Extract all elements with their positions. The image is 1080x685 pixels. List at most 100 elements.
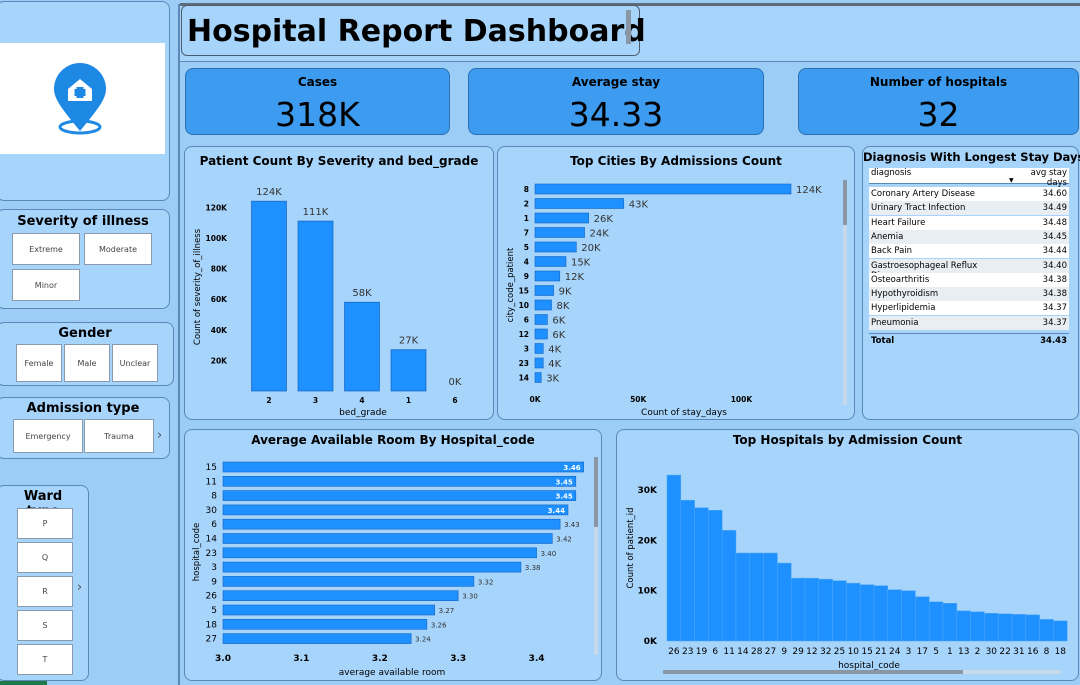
y-tick-label: 100K	[206, 234, 229, 243]
x-tick-label: 26	[668, 647, 680, 657]
x-tick-label: 14	[737, 647, 749, 657]
x-tick-label: 28	[751, 647, 763, 657]
y-tick-label: 5	[524, 243, 529, 252]
bar	[297, 220, 334, 392]
table-cell-diagnosis: Urinary Tract Infection	[871, 203, 966, 214]
x-tick-label: 1	[947, 647, 953, 657]
x-tick-label: 10	[848, 647, 860, 657]
y-tick-label: 12	[519, 330, 529, 339]
y-tick-label: 9	[524, 272, 529, 281]
table-row: Gastroesophageal Reflux Disease 34.40	[869, 258, 1069, 281]
x-tick-label: 23	[682, 647, 693, 657]
table-header-avg[interactable]: avg stay days	[1030, 168, 1067, 188]
table-cell-avg: 34.45	[1042, 231, 1067, 242]
cities-scrollbar-thumb[interactable]	[843, 180, 847, 225]
ward-option-p[interactable]: P	[17, 508, 73, 539]
x-tick-label: 29	[792, 647, 804, 657]
data-label: 9K	[559, 287, 572, 298]
cities-chart-panel: Top Cities By Admissions Count 8 124K 2 43K…	[497, 146, 855, 420]
bar	[534, 227, 585, 238]
severity-option-minor[interactable]: Minor	[12, 269, 80, 301]
ward-option-q[interactable]: Q	[17, 542, 73, 573]
bar	[251, 200, 287, 392]
data-label: 4K	[548, 345, 561, 356]
data-label: 3.32	[478, 578, 494, 586]
x-tick-label: 4	[359, 396, 364, 405]
rooms-scrollbar-thumb[interactable]	[594, 457, 598, 527]
data-label: 3.43	[564, 521, 580, 529]
data-label: 43K	[629, 200, 649, 211]
gender-option-female[interactable]: Female	[16, 344, 62, 382]
chevron-right-icon[interactable]: ›	[157, 428, 163, 443]
table-cell-avg: 34.38	[1042, 274, 1067, 285]
x-tick-label: 30	[986, 647, 998, 657]
table-row: Urinary Tract Infection 34.49	[869, 201, 1069, 216]
x-tick-label: 22	[999, 647, 1010, 657]
y-tick-label: 7	[524, 229, 529, 238]
y-tick-label: 2	[524, 200, 529, 209]
y-tick-label: 120K	[206, 203, 229, 212]
data-label: 3.46	[563, 464, 580, 472]
cities-scrollbar[interactable]	[843, 180, 847, 405]
kpi-average-stay-title: Average stay	[571, 75, 661, 89]
y-tick-label: 9	[211, 577, 217, 587]
data-label: 3.45	[556, 493, 573, 501]
gender-option-male[interactable]: Male	[64, 344, 110, 382]
table-header-diagnosis[interactable]: diagnosis	[871, 168, 912, 178]
data-label: 58K	[352, 288, 372, 299]
severity-option-moderate[interactable]: Moderate	[84, 233, 152, 265]
admission-option-emergency[interactable]: Emergency	[13, 419, 83, 453]
y-axis-label: Count of patient_id	[626, 507, 636, 588]
ward-option-t[interactable]: T	[17, 644, 73, 675]
cities-chart-title: Top Cities By Admissions Count	[570, 154, 782, 168]
title-scrollbar[interactable]	[626, 10, 631, 44]
table-row: Back Pain 34.44	[869, 244, 1069, 259]
column	[942, 603, 958, 642]
data-label: 26K	[594, 214, 614, 225]
x-tick-label: 3.2	[372, 654, 388, 664]
x-tick-label: 6	[452, 396, 457, 405]
table-cell-diagnosis: Heart Failure	[871, 217, 926, 228]
bar	[534, 270, 561, 282]
column	[984, 613, 999, 642]
table-cell-diagnosis: Hypothyroidism	[871, 289, 939, 300]
bar	[222, 518, 561, 530]
table-total-row: Total 34.43	[869, 333, 1069, 347]
sort-desc-icon[interactable]: ▼	[1009, 177, 1014, 184]
bar	[222, 490, 577, 501]
rooms-scrollbar[interactable]	[594, 457, 598, 655]
admission-option-trauma[interactable]: Trauma	[84, 419, 154, 453]
hospital-location-icon	[54, 63, 106, 135]
bar	[222, 461, 584, 473]
x-tick-label: 1	[406, 396, 411, 405]
hospitals-scrollbar-thumb[interactable]	[663, 670, 963, 674]
data-label: 3.44	[548, 507, 565, 515]
hospitals-chart-panel: Top Hospitals by Admission Count 0K 10K 20…	[616, 429, 1079, 681]
ward-option-s[interactable]: S	[17, 610, 73, 641]
ward-slicer: Ward type P Q R S T ›	[0, 485, 89, 681]
x-tick-label: 17	[917, 647, 928, 657]
data-label: 0K	[449, 377, 462, 388]
column	[846, 582, 861, 642]
column	[735, 552, 751, 642]
kpi-cases-value: 318K	[275, 95, 360, 134]
gender-option-unclear[interactable]: Unclear	[112, 344, 158, 382]
kpi-hospitals-title: Number of hospitals	[869, 75, 1008, 89]
column	[818, 578, 833, 642]
data-label: 3.26	[431, 621, 447, 629]
chevron-right-icon[interactable]: ›	[77, 580, 83, 595]
table-cell-avg: 34.37	[1042, 303, 1067, 314]
table-cell-diagnosis: Osteoarthritis	[871, 274, 930, 285]
data-label: 3.40	[541, 550, 557, 558]
y-tick-label: 26	[206, 592, 218, 602]
bar	[534, 198, 625, 209]
severity-option-extreme[interactable]: Extreme	[12, 233, 80, 265]
severity-chart-panel: Patient Count By Severity and bed_grade …	[184, 146, 494, 420]
table-row: Anemia 34.45	[869, 229, 1069, 244]
y-tick-label: 15	[206, 463, 217, 473]
rooms-chart-panel: Average Available Room By Hospital_code …	[184, 429, 602, 681]
y-tick-label: 11	[206, 477, 217, 487]
bar	[534, 299, 552, 311]
ward-option-r[interactable]: R	[17, 576, 73, 607]
